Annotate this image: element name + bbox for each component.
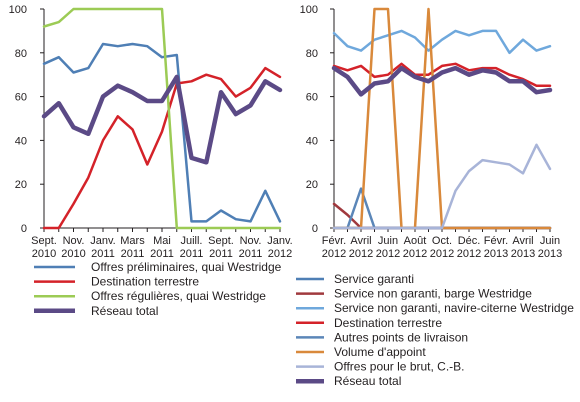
x-tick-label: 2012 <box>403 248 427 260</box>
x-tick-label: Janv. <box>267 235 292 247</box>
x-tick-label: 2011 <box>91 248 115 260</box>
chart-left: 020406080100Sept.2010Nov.2010Janv.2011Ma… <box>9 4 293 260</box>
chart-right: 020406080100Févr.2012Avril2012Juin2012Ao… <box>300 4 563 260</box>
legend-entry: Service non garanti, navire-citerne West… <box>334 301 574 315</box>
x-tick-label: Mars <box>120 235 145 247</box>
y-tick-label: 100 <box>300 4 318 16</box>
x-tick-label: Sept. <box>208 235 234 247</box>
series-line <box>42 42 282 223</box>
legend-left: Offres préliminaires, quai WestridgeDest… <box>34 260 282 318</box>
x-tick-label: Sept. <box>31 235 57 247</box>
x-tick-label: Juin <box>540 235 560 247</box>
y-tick-label: 0 <box>21 223 27 235</box>
x-tick-label: Nov. <box>240 235 262 247</box>
x-tick-label: 2012 <box>268 248 292 260</box>
y-tick-label: 40 <box>15 135 27 147</box>
legend-entry: Offres pour le brut, C.-B. <box>334 360 465 374</box>
legend-entry: Offres régulières, quai Westridge <box>91 289 266 303</box>
legend-entry: Volume d'appoint <box>334 345 426 359</box>
legend-entry: Réseau total <box>334 374 401 388</box>
y-tick-label: 60 <box>306 92 318 104</box>
series-line <box>41 74 283 165</box>
x-tick-label: 2011 <box>180 248 204 260</box>
x-tick-label: 2010 <box>61 248 85 260</box>
x-tick-label: Févr. <box>322 235 346 247</box>
x-tick-label: 2011 <box>150 248 174 260</box>
x-tick-label: Févr. <box>484 235 508 247</box>
x-tick-label: 2013 <box>484 248 508 260</box>
legend-entry: Service garanti <box>334 272 414 286</box>
x-tick-label: Avril <box>512 235 533 247</box>
x-tick-label: Déc. <box>458 235 481 247</box>
series-line <box>332 29 552 55</box>
x-tick-label: 2013 <box>538 248 562 260</box>
y-tick-label: 40 <box>306 135 318 147</box>
x-tick-label: Août <box>404 235 427 247</box>
y-tick-label: 20 <box>306 179 318 191</box>
series-line <box>331 65 553 97</box>
x-tick-label: 2012 <box>322 248 346 260</box>
legend-entry: Destination terrestre <box>91 275 199 289</box>
y-tick-label: 80 <box>306 48 318 60</box>
x-tick-label: Mai <box>153 235 171 247</box>
x-tick-label: 2012 <box>376 248 400 260</box>
x-tick-label: Juin <box>378 235 398 247</box>
series-line <box>42 66 282 230</box>
x-tick-label: 2013 <box>511 248 535 260</box>
y-tick-label: 0 <box>312 223 318 235</box>
y-tick-label: 20 <box>15 179 27 191</box>
x-tick-label: Avril <box>350 235 371 247</box>
x-tick-label: 2012 <box>430 248 454 260</box>
y-tick-label: 80 <box>15 48 27 60</box>
legend-entry: Service non garanti, barge Westridge <box>334 287 532 301</box>
x-tick-label: 2010 <box>32 248 56 260</box>
x-tick-label: 2012 <box>349 248 373 260</box>
x-tick-label: 2011 <box>209 248 233 260</box>
legend-entry: Offres préliminaires, quai Westridge <box>91 260 282 274</box>
x-tick-label: 2012 <box>457 248 481 260</box>
series-line <box>332 7 552 230</box>
legend-entry: Autres points de livraison <box>334 330 468 344</box>
series-line <box>332 143 552 230</box>
x-tick-label: Janv. <box>90 235 115 247</box>
legend-entry: Destination terrestre <box>334 316 442 330</box>
legend-entry: Réseau total <box>91 304 158 318</box>
y-tick-label: 60 <box>15 92 27 104</box>
y-tick-label: 100 <box>9 4 27 16</box>
series-line <box>42 7 282 230</box>
x-tick-label: 2011 <box>239 248 263 260</box>
x-tick-label: Oct. <box>432 235 452 247</box>
x-tick-label: Nov. <box>63 235 85 247</box>
x-tick-label: Juill. <box>180 235 202 247</box>
x-tick-label: 2011 <box>121 248 145 260</box>
